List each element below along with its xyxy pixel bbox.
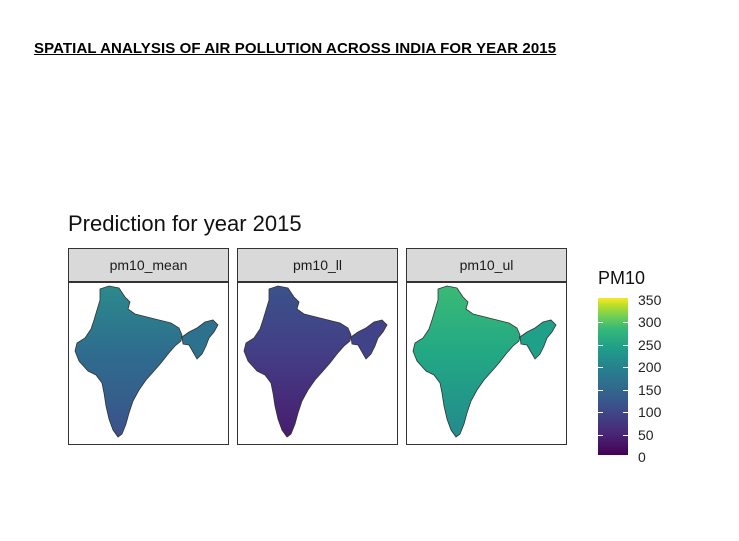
map-area	[237, 282, 398, 445]
color-legend: PM10 350 300 250 200 150 100 50 0	[598, 268, 678, 468]
legend-tick-mark	[598, 412, 603, 413]
legend-colorbar	[598, 298, 628, 455]
india-northeast	[181, 319, 219, 360]
legend-tick-mark	[623, 435, 628, 436]
india-mainland	[412, 285, 521, 438]
legend-tick-label: 200	[638, 359, 662, 375]
map-area	[68, 282, 229, 445]
facet-strip-label: pm10_ll	[237, 248, 398, 282]
legend-tick-mark	[623, 367, 628, 368]
legend-tick-label: 150	[638, 382, 662, 398]
page-title: SPATIAL ANALYSIS OF AIR POLLUTION ACROSS…	[34, 40, 557, 57]
legend-tick-label: 0	[638, 449, 646, 465]
india-map	[243, 285, 388, 438]
legend-tick-mark	[598, 435, 603, 436]
india-mainland	[243, 285, 352, 438]
legend-tick-mark	[598, 322, 603, 323]
legend-tick-mark	[598, 345, 603, 346]
legend-tick-mark	[623, 322, 628, 323]
facet-strip-label: pm10_mean	[68, 248, 229, 282]
map-area	[406, 282, 567, 445]
legend-tick-label: 100	[638, 404, 662, 420]
legend-title: PM10	[598, 268, 646, 288]
legend-tick-mark	[623, 412, 628, 413]
legend-tick-label: 250	[638, 337, 662, 353]
facet-panel-pm10-ul: pm10_ul	[406, 248, 567, 445]
india-map	[74, 285, 219, 438]
legend-tick-mark	[598, 390, 603, 391]
legend-tick-mark	[623, 390, 628, 391]
facet-panel-pm10-ll: pm10_ll	[237, 248, 398, 445]
legend-tick-mark	[623, 345, 628, 346]
india-northeast	[519, 319, 557, 360]
facet-strip-label: pm10_ul	[406, 248, 567, 282]
plot-title: Prediction for year 2015	[68, 211, 302, 236]
legend-tick-label: 350	[638, 292, 662, 308]
india-mainland	[74, 285, 183, 438]
legend-tick-label: 50	[638, 427, 654, 443]
india-northeast	[350, 319, 388, 360]
facet-panel-pm10-mean: pm10_mean	[68, 248, 229, 445]
legend-tick-label: 300	[638, 314, 662, 330]
legend-tick-mark	[598, 367, 603, 368]
india-map	[412, 285, 557, 438]
